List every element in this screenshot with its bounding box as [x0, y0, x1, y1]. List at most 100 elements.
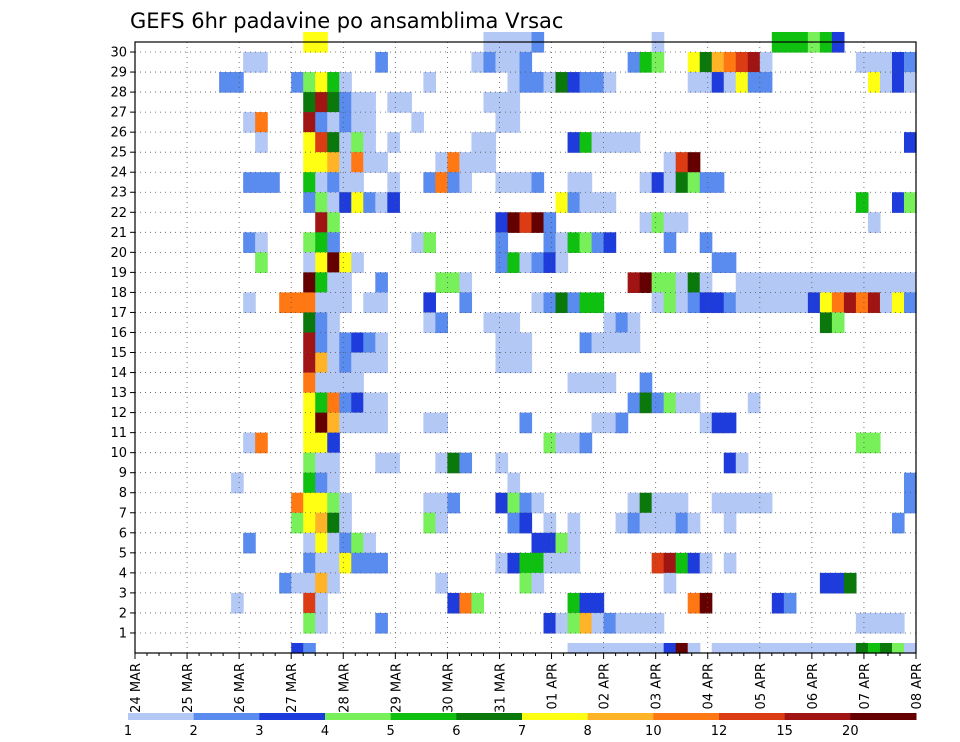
heatmap-cell	[495, 252, 509, 273]
heatmap-cell	[303, 492, 316, 514]
heatmap-cell	[555, 552, 569, 574]
heatmap-cell	[519, 572, 533, 594]
heatmap-cell	[867, 432, 881, 454]
heatmap-cell	[315, 152, 328, 173]
heatmap-cell	[651, 52, 665, 73]
heatmap-cell	[243, 172, 256, 193]
chart-title: GEFS 6hr padavine po ansamblima Vrsac	[130, 9, 563, 33]
heatmap-cell	[627, 492, 641, 514]
heatmap-cell	[663, 212, 677, 233]
heatmap-cell	[543, 552, 557, 574]
heatmap-cell	[699, 52, 713, 73]
colorbar-swatch	[850, 713, 917, 720]
heatmap-cell	[243, 532, 256, 554]
y-tick-label: 28	[110, 86, 127, 101]
heatmap-cell	[315, 292, 328, 314]
heatmap-cell	[291, 572, 304, 594]
y-tick-label: 8	[119, 486, 127, 501]
heatmap-cell	[687, 272, 701, 294]
heatmap-cell	[291, 512, 304, 534]
heatmap-cell	[591, 612, 605, 634]
colorbar-label: 12	[711, 724, 728, 739]
heatmap-cell	[303, 592, 316, 614]
heatmap-cell	[579, 372, 593, 394]
heatmap-cell	[315, 552, 328, 574]
heatmap-cell	[555, 292, 569, 314]
colorbar-label: 20	[842, 724, 859, 739]
colorbar-swatch	[653, 713, 720, 720]
heatmap-cell	[435, 172, 448, 193]
heatmap-cell	[471, 152, 485, 173]
heatmap-cell	[591, 132, 605, 153]
y-tick-label: 21	[110, 226, 127, 241]
heatmap-cell	[543, 292, 557, 314]
heatmap-cell	[651, 172, 665, 193]
heatmap-cell	[795, 642, 809, 654]
x-tick-label: 29 MAR	[389, 663, 404, 713]
heatmap-cell	[327, 432, 340, 454]
colorbar-swatch	[784, 713, 851, 720]
heatmap-cell	[651, 492, 665, 514]
x-tick-label: 08 APR	[910, 663, 925, 709]
heatmap-cell	[303, 152, 316, 173]
x-tick-label: 27 MAR	[285, 663, 300, 713]
heatmap-cell	[507, 52, 521, 73]
heatmap-cell	[579, 642, 593, 654]
heatmap-cell	[447, 152, 461, 173]
heatmap-cell	[891, 52, 905, 73]
colorbar-swatch	[193, 713, 260, 720]
heatmap-cell	[519, 72, 533, 93]
heatmap-cell	[699, 232, 713, 253]
heatmap-cell	[495, 172, 509, 193]
heatmap-cell	[375, 392, 388, 414]
x-tick-label: 07 APR	[858, 663, 873, 709]
heatmap-cell	[687, 512, 701, 534]
y-tick-label: 12	[110, 406, 127, 421]
heatmap-cell	[711, 292, 725, 314]
heatmap-cell	[651, 552, 665, 574]
heatmap-cell	[615, 412, 629, 434]
heatmap-cell	[327, 572, 340, 594]
heatmap-cell	[675, 272, 689, 294]
heatmap-cell	[375, 152, 388, 173]
colorbar-swatch	[128, 713, 195, 720]
heatmap-cell	[507, 352, 521, 374]
heatmap-cell	[555, 612, 569, 634]
heatmap-cell	[291, 72, 304, 93]
heatmap-cell	[639, 52, 653, 73]
colorbar-swatch	[587, 713, 654, 720]
heatmap-cell	[555, 232, 569, 253]
heatmap-cell	[591, 332, 605, 354]
heatmap-cell	[507, 492, 521, 514]
heatmap-cell	[663, 512, 677, 534]
heatmap-cell	[315, 472, 328, 494]
heatmap-cell	[231, 472, 244, 494]
heatmap-cell	[639, 642, 653, 654]
heatmap-cell	[255, 132, 268, 153]
heatmap-cell	[711, 252, 725, 273]
heatmap-cell	[615, 512, 629, 534]
heatmap-cell	[435, 312, 448, 334]
heatmap-cell	[507, 512, 521, 534]
heatmap-cells	[219, 31, 917, 654]
heatmap-cell	[723, 452, 737, 474]
heatmap-cell	[423, 72, 436, 93]
heatmap-cell	[387, 192, 400, 213]
heatmap-cell	[675, 152, 689, 173]
heatmap-cell	[771, 272, 785, 294]
heatmap-cell	[519, 212, 533, 233]
heatmap-cell	[639, 392, 653, 414]
y-tick-label: 14	[110, 366, 127, 381]
heatmap-cell	[567, 432, 581, 454]
heatmap-cell	[303, 292, 316, 314]
heatmap-cell	[339, 132, 352, 153]
heatmap-cell	[279, 572, 292, 594]
heatmap-cell	[411, 232, 424, 253]
heatmap-cell	[327, 452, 340, 474]
heatmap-cell	[447, 452, 461, 474]
heatmap-cell	[435, 412, 448, 434]
heatmap-cell	[363, 112, 376, 133]
heatmap-cell	[363, 92, 376, 113]
heatmap-cell	[555, 532, 569, 554]
heatmap-cell	[663, 642, 677, 654]
